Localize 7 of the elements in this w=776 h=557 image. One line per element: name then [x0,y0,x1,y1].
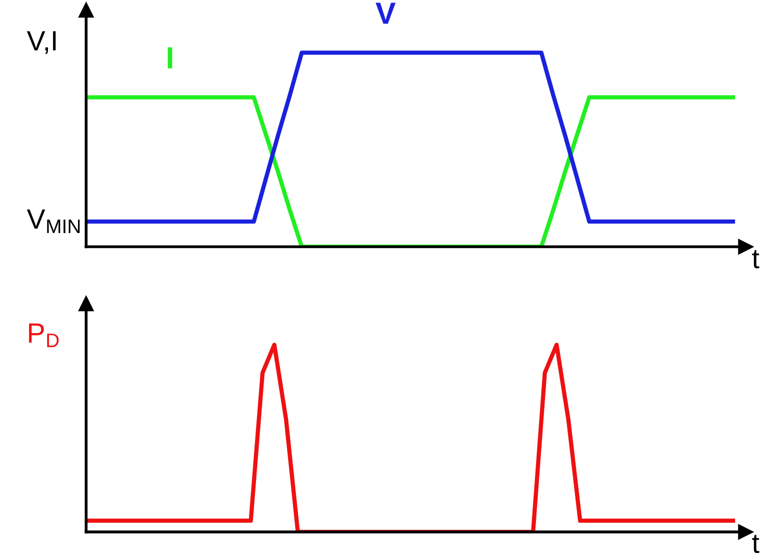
x-axis-title: t [752,250,760,268]
series-label: V [376,2,396,24]
y-axis-title: P$_{D}$ [29,324,59,348]
y-axis-title: V,I [26,31,56,54]
series-label: I [168,47,172,68]
x-axis-title: t [752,534,760,554]
text: V$_{MIN}$ [26,210,80,234]
